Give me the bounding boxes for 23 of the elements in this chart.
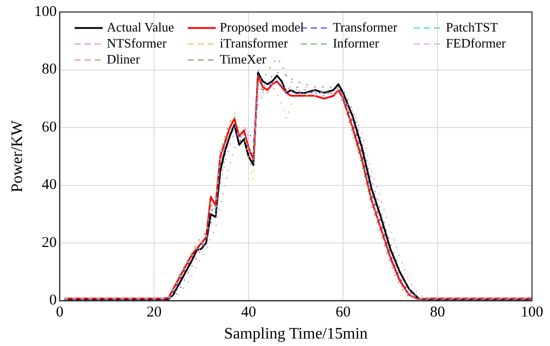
y-tick-label: 100 bbox=[34, 4, 57, 20]
x-axis-title: Sampling Time/15min bbox=[224, 326, 368, 343]
legend-label: iTransformer bbox=[220, 35, 289, 50]
x-tick-label: 20 bbox=[146, 304, 162, 321]
x-tick-label: 100 bbox=[520, 304, 544, 321]
legend-label: Informer bbox=[332, 35, 380, 50]
legend-label: Actual Value bbox=[106, 19, 174, 34]
legend-label: TimeXer bbox=[220, 51, 267, 66]
legend-label: Proposed model bbox=[220, 19, 304, 34]
y-tick-label: 20 bbox=[42, 234, 57, 251]
x-tick-label: 80 bbox=[430, 304, 446, 321]
legend-label: Dliner bbox=[106, 51, 141, 66]
y-tick-label: 60 bbox=[42, 119, 57, 136]
x-tick-label: 60 bbox=[336, 304, 351, 321]
legend-label: FEDformer bbox=[446, 35, 507, 50]
x-tick-label: 40 bbox=[241, 304, 256, 321]
y-tick-label: 40 bbox=[42, 177, 57, 194]
y-tick-label: 80 bbox=[42, 62, 57, 78]
legend-label: Transformer bbox=[332, 19, 398, 34]
y-axis-title: Power/KW bbox=[8, 120, 26, 192]
legend-label: PatchTST bbox=[446, 19, 498, 34]
y-tick-label: 0 bbox=[49, 292, 57, 309]
legend-label: NTSformer bbox=[106, 35, 168, 50]
